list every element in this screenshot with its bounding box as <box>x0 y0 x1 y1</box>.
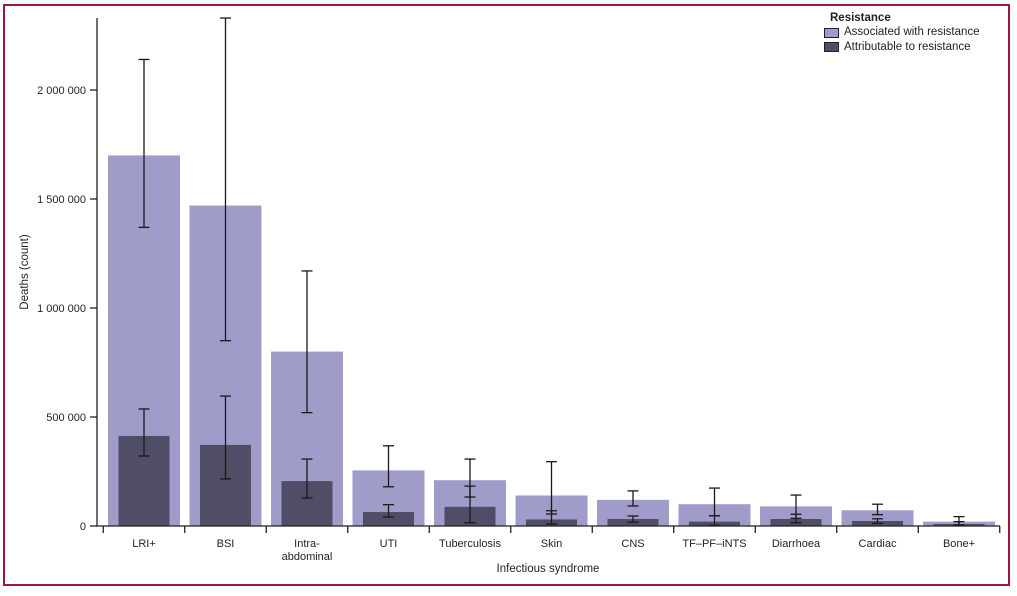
legend-item-label: Attributable to resistance <box>844 40 971 53</box>
category-label: LRI+ <box>132 538 156 550</box>
legend-title: Resistance <box>830 12 891 24</box>
y-tick-label: 1 500 000 <box>37 194 86 206</box>
category-label: Bone+ <box>943 538 975 550</box>
category-label: TF–PF–iNTS <box>682 538 746 550</box>
category-label: Intra- <box>294 538 320 550</box>
bar-attributable <box>363 512 414 526</box>
y-tick-label: 500 000 <box>46 412 86 424</box>
category-label: Cardiac <box>859 538 897 550</box>
y-axis-title: Deaths (count) <box>19 234 31 310</box>
legend: Resistance Associated with resistance At… <box>824 12 980 53</box>
legend-item-label: Associated with resistance <box>844 26 980 38</box>
y-tick-label: 0 <box>80 521 86 533</box>
legend-item: Attributable to resistance <box>824 40 980 54</box>
category-label: Diarrhoea <box>772 538 821 550</box>
x-axis-title: Infectious syndrome <box>497 563 600 575</box>
category-label: Skin <box>541 538 562 550</box>
category-label: UTI <box>380 538 398 550</box>
category-label: CNS <box>621 538 644 550</box>
category-label: BSI <box>217 538 235 550</box>
legend-swatch-associated <box>824 27 839 38</box>
category-label: Tuberculosis <box>439 538 501 550</box>
y-tick-label: 2 000 000 <box>37 85 86 97</box>
y-tick-label: 1 000 000 <box>37 303 86 315</box>
legend-swatch-attributable <box>824 42 839 53</box>
legend-item: Associated with resistance <box>824 26 980 39</box>
category-label: abdominal <box>282 551 333 563</box>
